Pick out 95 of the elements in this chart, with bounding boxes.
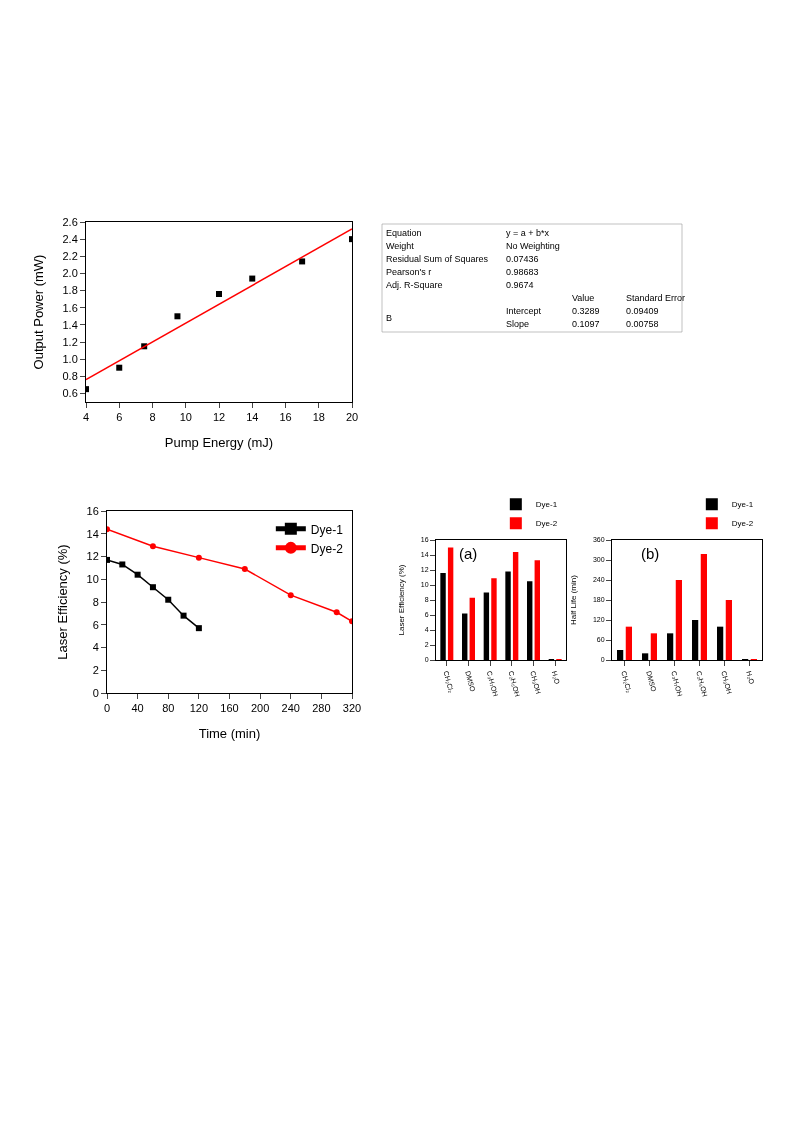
text: Slope xyxy=(506,319,530,329)
legend-label: Dye-2 xyxy=(535,519,558,529)
bar xyxy=(447,547,454,660)
x-tick-label: 18 xyxy=(312,411,325,424)
x-tick-label: 20 xyxy=(345,411,359,424)
annotation: (a) xyxy=(459,545,478,562)
text: 0.1097 xyxy=(572,319,600,329)
legend-label: Dye-1 xyxy=(731,500,754,510)
y-tick-label: 10 xyxy=(86,573,99,586)
bar xyxy=(625,626,632,660)
y-tick-label: 6 xyxy=(92,618,99,631)
bar xyxy=(675,580,682,660)
point xyxy=(116,364,123,371)
y-tick-label: 2.4 xyxy=(62,232,78,245)
x-tick-label: 12 xyxy=(212,411,226,424)
x-tick-label: 8 xyxy=(149,411,156,424)
y-tick-label: 12 xyxy=(86,550,99,563)
text: Standard Error xyxy=(626,293,686,303)
point xyxy=(287,592,294,599)
bar xyxy=(512,552,519,660)
y-tick-label: 1.6 xyxy=(62,301,78,314)
y-tick-label: 4 xyxy=(92,641,99,654)
point xyxy=(241,566,248,573)
y-axis-title: Output Power (mW) xyxy=(31,254,47,370)
point xyxy=(299,258,306,265)
bar xyxy=(650,633,657,660)
y-tick-label: 8 xyxy=(92,595,99,608)
point xyxy=(333,609,340,616)
bar xyxy=(534,560,540,660)
text: 0.00758 xyxy=(626,319,659,329)
text: 0.9674 xyxy=(506,280,534,290)
text: No Weighting xyxy=(506,241,560,251)
legend-label: Dye-2 xyxy=(731,519,754,529)
legend-label: Dye-2 xyxy=(310,541,344,556)
x-tick-label: 40 xyxy=(131,702,144,715)
x-tick-label: 14 xyxy=(246,411,259,424)
y-axis-title: Half Life (min) xyxy=(568,574,578,625)
text: 0.98683 xyxy=(506,267,539,277)
text: Weight xyxy=(386,241,415,251)
point xyxy=(180,612,187,619)
text: 0.07436 xyxy=(506,254,539,264)
legend-label: Dye-1 xyxy=(310,522,344,537)
y-tick-label: 1.0 xyxy=(62,352,78,365)
y-tick-label: 16 xyxy=(86,504,99,517)
annotation: (b) xyxy=(641,545,660,562)
text: Adj. R-Square xyxy=(386,280,443,290)
text: Pearson's r xyxy=(386,267,432,277)
bar xyxy=(491,578,497,660)
x-tick-label: 80 xyxy=(162,702,175,715)
y-tick-label: 1.2 xyxy=(62,335,78,348)
text: y = a + b*x xyxy=(506,228,550,238)
point xyxy=(174,313,181,320)
y-tick-label: 0.8 xyxy=(62,370,78,383)
y-tick-label: 1.8 xyxy=(62,284,78,297)
y-tick-label: 2 xyxy=(92,664,99,677)
text: Residual Sum of Squares xyxy=(386,254,489,264)
x-axis-title: Pump Energy (mJ) xyxy=(164,434,274,450)
x-tick-label: 240 xyxy=(281,702,300,715)
point xyxy=(134,571,141,578)
text: Value xyxy=(572,293,595,303)
x-tick-label: 0 xyxy=(103,702,111,715)
legend-label: Dye-1 xyxy=(535,500,558,510)
point xyxy=(195,554,202,561)
x-axis-title: Time (min) xyxy=(198,725,261,741)
y-tick-label: 2.2 xyxy=(62,250,78,263)
point xyxy=(165,596,172,603)
text: B xyxy=(386,313,393,323)
x-tick-label: 120 xyxy=(189,702,209,715)
y-tick-label: 2.0 xyxy=(62,267,78,280)
text: 0.3289 xyxy=(572,306,600,316)
x-tick-label: 200 xyxy=(250,702,270,715)
x-tick-label: 10 xyxy=(179,411,192,424)
x-tick-label: 160 xyxy=(220,702,239,715)
y-tick-label: 1.4 xyxy=(62,318,78,331)
y-axis-title: Laser Efficiency (%) xyxy=(396,564,406,636)
y-tick-label: 14 xyxy=(86,527,99,540)
y-tick-label: 2.6 xyxy=(62,215,78,228)
bar xyxy=(700,554,707,660)
x-tick-label: 16 xyxy=(279,411,292,424)
point xyxy=(216,291,222,297)
bar xyxy=(725,600,732,660)
bar xyxy=(469,597,475,660)
y-axis-title: Laser Efficiency (%) xyxy=(55,544,71,660)
point xyxy=(249,275,256,282)
y-tick-label: 0.6 xyxy=(62,387,78,400)
text: 0.09409 xyxy=(626,306,659,316)
text: Equation xyxy=(386,228,422,238)
x-tick-label: 320 xyxy=(342,702,362,715)
x-tick-label: 280 xyxy=(312,702,331,715)
x-tick-label: 6 xyxy=(116,411,123,424)
point xyxy=(149,584,156,591)
point xyxy=(149,543,156,550)
point xyxy=(195,625,202,632)
point xyxy=(119,561,126,568)
text: Intercept xyxy=(506,306,542,316)
